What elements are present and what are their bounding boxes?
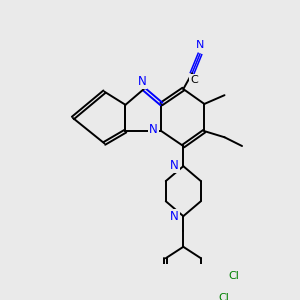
Text: N: N <box>149 123 158 136</box>
Text: N: N <box>170 159 179 172</box>
Text: Cl: Cl <box>229 271 240 281</box>
Text: N: N <box>196 40 204 50</box>
Text: C: C <box>190 75 198 85</box>
Text: N: N <box>170 210 179 223</box>
Text: Cl: Cl <box>218 293 229 300</box>
Text: N: N <box>138 75 146 88</box>
